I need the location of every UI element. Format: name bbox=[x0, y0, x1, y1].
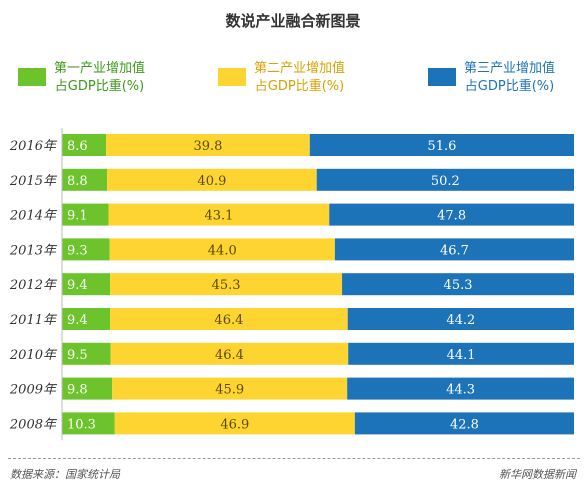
bar-segment-secondary bbox=[114, 412, 355, 435]
data-label-tertiary: 45.3 bbox=[444, 278, 473, 293]
data-label-secondary: 45.9 bbox=[215, 383, 244, 398]
data-label-primary: 9.5 bbox=[67, 348, 88, 363]
data-label-tertiary: 44.1 bbox=[447, 348, 476, 363]
bar-segment-secondary bbox=[109, 238, 335, 261]
bar-segment-primary bbox=[62, 308, 111, 330]
y-tick-label: 2015年 bbox=[9, 174, 58, 189]
y-tick-label: 2014年 bbox=[9, 209, 58, 224]
bar-segment-tertiary bbox=[329, 203, 574, 226]
y-tick-label: 2009年 bbox=[9, 383, 58, 398]
footer-divider bbox=[8, 458, 580, 459]
bar-segment-secondary bbox=[112, 377, 348, 400]
data-label-primary: 8.8 bbox=[67, 174, 88, 189]
bar-segment-tertiary bbox=[354, 412, 574, 435]
bar-segment-tertiary bbox=[348, 342, 574, 365]
data-label-secondary: 46.9 bbox=[220, 417, 249, 432]
data-label-tertiary: 42.8 bbox=[450, 417, 479, 432]
data-label-secondary: 45.3 bbox=[212, 278, 241, 293]
data-label-secondary: 40.9 bbox=[197, 174, 226, 189]
bar-segment-primary bbox=[62, 168, 108, 191]
data-label-primary: 8.6 bbox=[67, 139, 88, 154]
data-label-tertiary: 51.6 bbox=[427, 139, 456, 154]
data-label-secondary: 43.1 bbox=[204, 209, 233, 224]
y-tick-label: 2008年 bbox=[9, 417, 58, 432]
chart-title: 数说产业融合新图景 bbox=[225, 12, 361, 30]
legend-label-secondary: 第二产业增加值 占GDP比重(%) bbox=[254, 60, 345, 96]
legend-item-tertiary: 第三产业增加值 占GDP比重(%) bbox=[428, 60, 578, 100]
data-label-tertiary: 47.8 bbox=[437, 209, 466, 224]
data-label-secondary: 46.4 bbox=[214, 313, 243, 328]
bar-segment-primary bbox=[62, 377, 113, 400]
y-tick-label: 2010年 bbox=[9, 348, 58, 363]
legend-label-secondary-line1: 第二产业增加值 bbox=[254, 61, 346, 76]
data-label-secondary: 46.4 bbox=[215, 348, 244, 363]
data-source: 数据来源：国家统计局 bbox=[10, 468, 120, 481]
y-tick-label: 2016年 bbox=[9, 139, 58, 154]
bar-segment-tertiary bbox=[347, 308, 574, 330]
data-label-tertiary: 46.7 bbox=[440, 243, 469, 258]
legend-swatch-primary bbox=[18, 68, 46, 86]
data-label-tertiary: 44.3 bbox=[446, 383, 475, 398]
bar-segment-tertiary bbox=[342, 273, 574, 296]
bar-segment-primary bbox=[62, 412, 115, 435]
credit-line: 新华网数据新闻 bbox=[499, 468, 576, 481]
bar-segment-secondary bbox=[110, 273, 343, 296]
legend-swatch-tertiary bbox=[428, 68, 456, 86]
data-label-tertiary: 50.2 bbox=[431, 174, 460, 189]
legend-item-primary: 第一产业增加值 占GDP比重(%) bbox=[18, 60, 168, 100]
data-label-secondary: 44.0 bbox=[208, 243, 237, 258]
data-label-primary: 9.8 bbox=[67, 383, 88, 398]
bar-segment-primary bbox=[62, 342, 111, 365]
legend-label-primary-line2: 占GDP比重(%) bbox=[54, 79, 145, 94]
y-tick-label: 2013年 bbox=[9, 243, 58, 258]
bar-segment-secondary bbox=[110, 308, 348, 330]
legend-item-secondary: 第二产业增加值 占GDP比重(%) bbox=[218, 60, 368, 100]
y-tick-label: 2012年 bbox=[9, 278, 58, 293]
bar-segment-tertiary bbox=[316, 168, 574, 191]
data-label-primary: 9.1 bbox=[67, 209, 88, 224]
data-label-primary: 10.3 bbox=[67, 417, 96, 432]
legend-label-tertiary-line1: 第三产业增加值 bbox=[464, 61, 556, 76]
bar-segment-primary bbox=[62, 238, 110, 261]
bar-segment-tertiary bbox=[334, 238, 574, 261]
data-label-tertiary: 44.2 bbox=[446, 313, 475, 328]
data-label-secondary: 39.8 bbox=[193, 139, 222, 154]
bar-segment-secondary bbox=[107, 168, 317, 191]
bar-segment-secondary bbox=[106, 134, 310, 156]
bar-segment-primary bbox=[62, 273, 111, 296]
legend-label-tertiary-line2: 占GDP比重(%) bbox=[464, 79, 555, 94]
data-label-primary: 9.4 bbox=[67, 278, 88, 293]
bar-segment-secondary bbox=[108, 203, 330, 226]
legend-label-tertiary: 第三产业增加值 占GDP比重(%) bbox=[464, 60, 555, 96]
y-tick-label: 2011年 bbox=[9, 313, 58, 328]
legend-label-primary-line1: 第一产业增加值 bbox=[54, 61, 146, 76]
bar-segment-secondary bbox=[110, 342, 349, 365]
legend-label-secondary-line2: 占GDP比重(%) bbox=[254, 79, 345, 94]
bar-segment-primary bbox=[62, 203, 109, 226]
data-label-primary: 9.3 bbox=[67, 243, 88, 258]
bar-segment-primary bbox=[62, 134, 107, 156]
data-label-primary: 9.4 bbox=[67, 313, 88, 328]
bar-segment-tertiary bbox=[309, 134, 574, 156]
bar-segment-tertiary bbox=[347, 377, 574, 400]
legend-label-primary: 第一产业增加值 占GDP比重(%) bbox=[54, 60, 145, 96]
legend-swatch-secondary bbox=[218, 68, 246, 86]
